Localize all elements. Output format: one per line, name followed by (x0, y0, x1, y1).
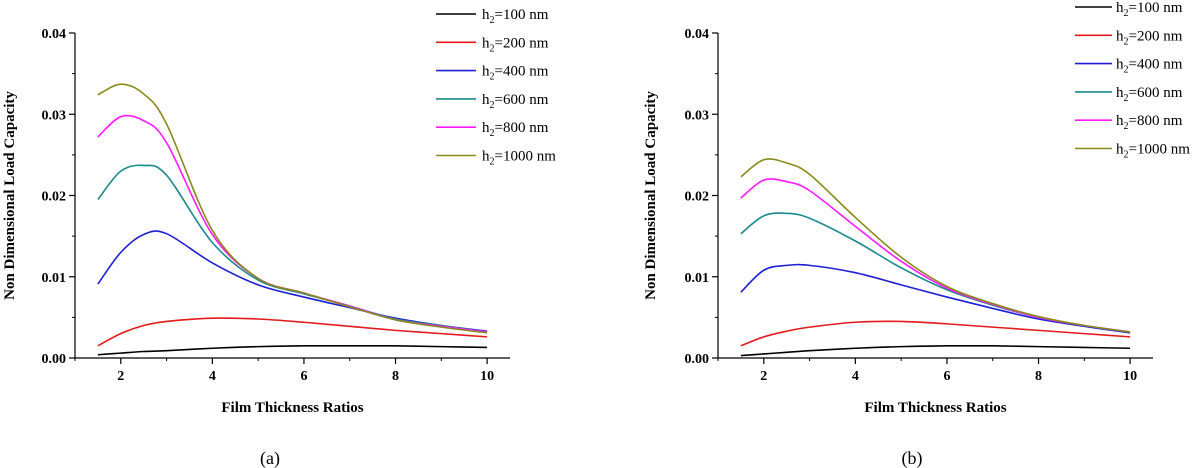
series-line-5 (97, 114, 488, 333)
series-line-3 (97, 230, 488, 332)
legend-label: h2=200 nm (482, 35, 549, 54)
y-tick-label: 0.02 (42, 190, 67, 205)
legend-label: h2=1000 nm (1116, 142, 1190, 161)
series-line-2 (97, 317, 488, 347)
legend: h2=100 nm h2=200 nm h2=400 nm h2=600 nm h2=8… (1075, 0, 1190, 161)
panel-label: (b) (902, 448, 923, 468)
series-line-4 (97, 164, 488, 333)
y-axis-title: Non Dimensional Load Capacity (2, 91, 18, 300)
x-tick-label: 6 (300, 369, 307, 384)
y-tick-label: 0.01 (42, 271, 67, 286)
legend-label: h2=600 nm (482, 92, 549, 111)
legend-label: h2=100 nm (1116, 0, 1183, 19)
series-line-2 (740, 320, 1131, 347)
legend-label: h2=200 nm (1116, 28, 1183, 47)
y-axis-title: Non Dimensional Load Capacity (643, 91, 659, 300)
legend-label: h2=1000 nm (482, 149, 556, 168)
legend-label: h2=100 nm (482, 7, 549, 26)
x-tick-label: 8 (392, 369, 399, 384)
series-line-6 (97, 83, 488, 334)
y-tick-label: 0.00 (42, 352, 67, 367)
y-tick-label: 0.04 (685, 27, 710, 42)
series-line-1 (740, 344, 1131, 357)
series-line-5 (740, 178, 1131, 333)
legend-label: h2=600 nm (1116, 85, 1183, 104)
chart-panel-a: 0.00 0.01 0.02 0.03 0.04 2 4 6 8 10 Film Thickness… (2, 7, 556, 468)
x-tick-label: 4 (852, 369, 859, 384)
y-tick-label: 0.04 (42, 27, 67, 42)
chart-panel-b: 0.00 0.01 0.02 0.03 0.04 2 4 6 8 10 Film Thickness… (643, 0, 1190, 468)
panel-label: (a) (260, 448, 280, 468)
series-line-1 (97, 344, 488, 356)
y-tick-label: 0.00 (685, 352, 710, 367)
x-axis-title: Film Thickness Ratios (864, 400, 1006, 416)
legend-label: h2=800 nm (482, 120, 549, 139)
x-axis-title: Film Thickness Ratios (221, 400, 363, 416)
legend: h2=100 nm h2=200 nm h2=400 nm h2=600 nm h2=8… (436, 7, 556, 168)
legend-label: h2=400 nm (482, 64, 549, 83)
x-tick-label: 8 (1035, 369, 1042, 384)
x-tick-label: 10 (1123, 369, 1137, 384)
x-tick-label: 10 (480, 369, 494, 384)
series-line-3 (740, 263, 1131, 334)
y-tick-label: 0.02 (685, 190, 710, 205)
x-tick-label: 2 (117, 369, 124, 384)
legend-label: h2=400 nm (1116, 57, 1183, 76)
series-line-4 (740, 212, 1131, 333)
x-tick-label: 6 (943, 369, 950, 384)
y-tick-label: 0.03 (685, 108, 710, 123)
x-tick-label: 2 (760, 369, 767, 384)
y-tick-label: 0.01 (685, 271, 710, 286)
series-line-6 (740, 158, 1131, 333)
x-tick-label: 4 (209, 369, 216, 384)
legend-label: h2=800 nm (1116, 113, 1183, 132)
y-tick-label: 0.03 (42, 108, 67, 123)
